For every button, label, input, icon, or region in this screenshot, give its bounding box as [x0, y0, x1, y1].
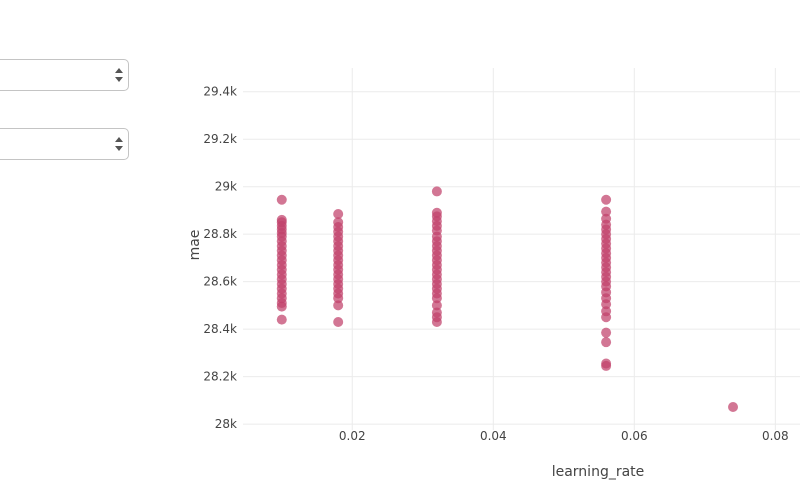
scatter-point[interactable] [333, 208, 344, 219]
scatter-point[interactable] [728, 401, 739, 412]
dropdown-2[interactable] [0, 128, 129, 160]
x-tick-label: 0.04 [480, 429, 507, 443]
y-tick-label: 29.2k [203, 132, 237, 146]
scatter-point[interactable] [276, 301, 287, 312]
scatter-point[interactable] [601, 337, 612, 348]
scatter-point[interactable] [276, 314, 287, 325]
updown-arrows-icon [115, 68, 123, 82]
x-tick-label: 0.06 [621, 429, 648, 443]
y-tick-label: 28.8k [203, 227, 237, 241]
scatter-point[interactable] [276, 194, 287, 205]
x-tick-label: 0.08 [762, 429, 789, 443]
scatter-point[interactable] [601, 327, 612, 338]
y-tick-label: 29k [215, 180, 237, 194]
y-axis-ticks: 28k 28.2k 28.4k 28.6k 28.8k 29k 29.2k 29.4k [203, 85, 237, 431]
scatter-point[interactable] [333, 300, 344, 311]
scatter-point[interactable] [431, 186, 442, 197]
grid-lines [243, 68, 800, 430]
y-axis-title: mae [187, 230, 203, 261]
y-tick-label: 29.4k [203, 85, 237, 99]
scatter-point[interactable] [431, 316, 442, 327]
data-points[interactable] [276, 186, 739, 412]
scatter-point[interactable] [431, 300, 442, 311]
x-tick-label: 0.02 [339, 429, 366, 443]
y-tick-label: 28.6k [203, 275, 237, 289]
scatter-point[interactable] [601, 194, 612, 205]
scatter-point[interactable] [333, 293, 344, 304]
y-tick-label: 28.4k [203, 322, 237, 336]
y-tick-label: 28k [215, 417, 237, 431]
scatter-point[interactable] [601, 360, 612, 371]
scatter-point[interactable] [601, 312, 612, 323]
updown-arrows-icon [115, 137, 123, 151]
scatter-point[interactable] [333, 316, 344, 327]
scatter-point[interactable] [601, 206, 612, 217]
y-tick-label: 28.2k [203, 370, 237, 384]
scatter-point[interactable] [431, 293, 442, 304]
x-axis-ticks: 0.02 0.04 0.06 0.08 [339, 429, 789, 443]
scatter-point[interactable] [601, 299, 612, 310]
x-axis-title: learning_rate [552, 464, 645, 480]
dropdown-1[interactable] [0, 59, 129, 91]
